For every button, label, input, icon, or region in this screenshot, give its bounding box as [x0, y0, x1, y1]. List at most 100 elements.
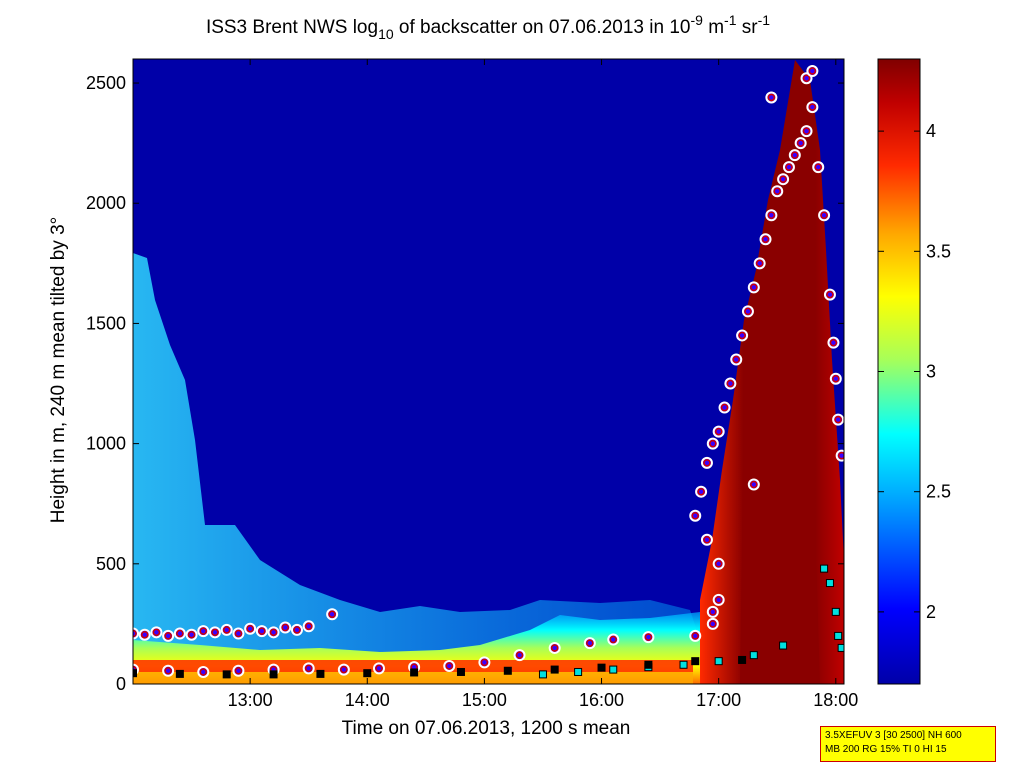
cloud-base-marker-ring [234, 629, 243, 638]
surface-layer-marker [503, 666, 512, 675]
cloud-base-marker-ring [199, 627, 208, 635]
cloud-base-marker-ring [802, 74, 811, 82]
aerosol-layer-marker [831, 607, 840, 616]
cloud-base-marker-ring [709, 620, 717, 628]
aerosol-layer-marker [834, 631, 843, 640]
colorbar-tick-label: 2 [926, 602, 936, 622]
cloud-base-marker-ring [796, 139, 805, 147]
cloud-base-marker-ring [837, 451, 844, 460]
surface-layer-marker [410, 668, 419, 677]
colorbar [877, 58, 921, 685]
colorbar-tick-label: 4 [926, 121, 936, 141]
cloud-base-marker-ring [779, 175, 787, 183]
cloud-base-marker-ring [750, 283, 758, 292]
series-layer [133, 65, 844, 679]
aerosol-layer-marker [714, 657, 723, 666]
y-tick-label: 500 [96, 554, 126, 574]
settings-info-box: 3.5XEFUV 3 [30 2500] NH 600 MB 200 RG 15… [820, 726, 996, 762]
cloud-base-marker-ring [133, 629, 137, 638]
aerosol-layer-marker [749, 651, 758, 660]
cloud-base-marker-ring [269, 628, 278, 637]
y-axis: 0 500 1000 1500 2000 2500 [86, 73, 844, 694]
cloud-base-marker-ring [808, 67, 817, 75]
cloud-base-marker-ring [750, 480, 758, 489]
cloud-base-marker-ring [176, 629, 184, 638]
surface-layer-marker [222, 670, 231, 679]
x-tick-label: 17:00 [696, 690, 741, 710]
heatmap-cloud-core [740, 290, 820, 684]
aerosol-layer-marker [679, 660, 688, 669]
x-tick-label: 18:00 [813, 690, 858, 710]
cloud-base-marker-ring [714, 427, 723, 436]
x-axis-label: Time on 07.06.2013, 1200 s mean [342, 718, 631, 739]
aerosol-layer-marker [820, 564, 829, 573]
cloud-base-marker-ring [445, 662, 454, 670]
cloud-base-marker-ring [808, 103, 817, 111]
info-line-2: MB 200 RG 15% TI 0 HI 15 [825, 744, 947, 755]
y-tick-label: 2000 [86, 193, 126, 213]
surface-layer-marker [456, 667, 465, 676]
cloud-base-marker-ring [826, 290, 834, 299]
y-axis-label: Height in m, 240 m mean tilted by 3° [48, 217, 69, 523]
cloud-base-marker-ring [586, 639, 594, 647]
cloud-base-marker-ring [515, 651, 524, 659]
y-tick-label: 2500 [86, 73, 126, 93]
cloud-base-marker-ring [199, 668, 208, 676]
cloud-base-marker-ring [222, 626, 231, 634]
cloud-base-marker-ring [785, 163, 793, 171]
cloud-base-marker-ring [211, 628, 219, 637]
cloud-base-marker-ring [744, 307, 752, 316]
y-tick-label: 1000 [86, 434, 126, 454]
cloud-base-marker-ring [832, 374, 840, 383]
cloud-base-marker-ring [829, 338, 838, 347]
cloud-base-marker-ring [709, 439, 717, 448]
cloud-base-marker-ring [550, 644, 559, 652]
cloud-base-marker-ring [732, 355, 740, 364]
surface-layer-marker [175, 669, 184, 678]
cloud-base-marker-ring [644, 633, 653, 641]
cloud-base-marker-ring [691, 511, 699, 520]
cloud-base-marker-ring [140, 630, 149, 639]
x-tick-label: 16:00 [579, 690, 624, 710]
cloud-base-marker-ring [691, 632, 699, 640]
cloud-base-marker-ring [375, 664, 383, 673]
x-tick-label: 15:00 [462, 690, 507, 710]
heatmap-area [133, 59, 844, 684]
cloud-base-marker-ring [164, 667, 172, 675]
cloud-base-marker-ring [703, 459, 711, 467]
cloud-base-marker-ring [187, 630, 196, 639]
surface-layer-marker [316, 669, 325, 678]
surface-layer-marker [597, 663, 606, 672]
cloud-base-marker-ring [814, 163, 822, 171]
x-tick-label: 14:00 [345, 690, 390, 710]
info-line-1: 3.5XEFUV 3 [30 2500] NH 600 [825, 730, 962, 741]
cloud-base-marker-ring [726, 379, 735, 388]
colorbar-axis: 2 2.5 3 3.5 4 [878, 121, 951, 622]
colorbar-tick-label: 3.5 [926, 241, 951, 261]
aerosol-layer-marker [779, 641, 788, 650]
cloud-base-marker-ring [767, 93, 776, 102]
cloud-base-marker-ring [703, 536, 711, 544]
cloud-base-marker-ring [738, 331, 746, 340]
y-tick-label: 1500 [86, 313, 126, 333]
cloud-base-marker-ring [480, 658, 489, 667]
cloud-base-marker-ring [761, 235, 770, 244]
surface-layer-marker [644, 660, 653, 669]
surface-layer-marker [133, 669, 137, 678]
heatmap-haze-plume [133, 253, 700, 684]
aerosol-layer-marker [609, 665, 618, 674]
cloud-base-marker-ring [755, 259, 764, 268]
aerosol-layer-marker [574, 667, 583, 676]
cloud-base-marker-ring [293, 626, 301, 634]
cloud-base-marker-ring [328, 610, 336, 619]
cloud-base-marker-ring [714, 596, 723, 604]
cloud-base-marker-ring [709, 608, 717, 616]
cloud-base-marker-ring [834, 415, 842, 424]
cloud-base-marker-ring [609, 635, 617, 644]
plot-frame [132, 58, 845, 685]
cloud-base-marker-ring [258, 627, 266, 635]
cloud-base-marker-ring [281, 623, 290, 632]
surface-layer-marker [269, 670, 278, 679]
surface-layer-marker [363, 669, 372, 678]
cloud-base-marker-ring [246, 624, 254, 633]
